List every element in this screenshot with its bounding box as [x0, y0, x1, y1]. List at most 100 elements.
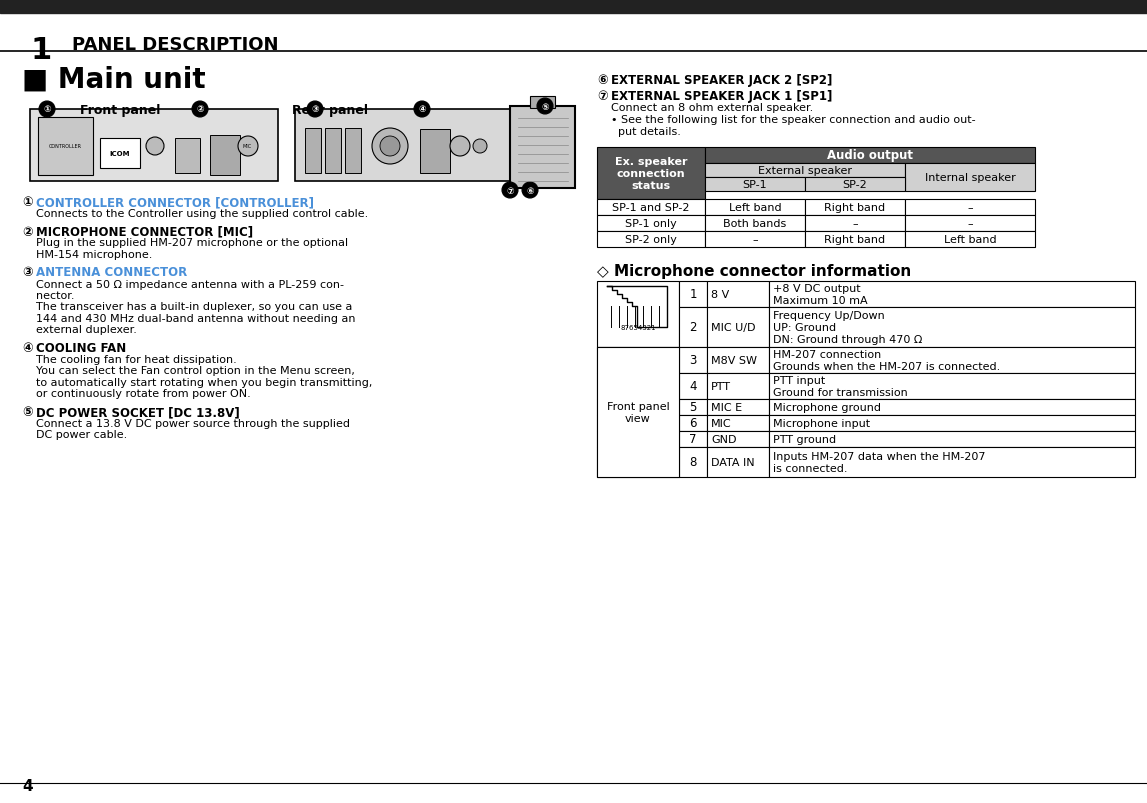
- Text: DATA IN: DATA IN: [711, 458, 755, 467]
- Text: DC POWER SOCKET [DC 13.8V]: DC POWER SOCKET [DC 13.8V]: [36, 406, 240, 418]
- Bar: [705, 216, 805, 232]
- Text: ICOM: ICOM: [110, 151, 131, 157]
- Text: Connect a 13.8 V DC power source through the supplied: Connect a 13.8 V DC power source through…: [36, 418, 350, 429]
- Circle shape: [502, 183, 518, 199]
- Bar: [905, 216, 1035, 232]
- Bar: [596, 216, 705, 232]
- Text: Both bands: Both bands: [724, 218, 787, 229]
- Text: Internal speaker: Internal speaker: [924, 173, 1015, 183]
- Bar: [679, 308, 707, 348]
- Text: EXTERNAL SPEAKER JACK 2 [SP2]: EXTERNAL SPEAKER JACK 2 [SP2]: [611, 74, 833, 87]
- Text: –: –: [967, 218, 973, 229]
- Bar: [707, 373, 768, 400]
- Text: Frequency Up/Down
UP: Ground
DN: Ground through 470 Ω: Frequency Up/Down UP: Ground DN: Ground …: [773, 311, 922, 344]
- Text: CONTROLLER: CONTROLLER: [48, 145, 81, 149]
- Text: Rear panel: Rear panel: [292, 104, 368, 117]
- Bar: [768, 431, 1136, 447]
- Bar: [707, 431, 768, 447]
- Text: Audio output: Audio output: [827, 149, 913, 162]
- Text: ②: ②: [196, 105, 204, 114]
- Bar: [905, 232, 1035, 247]
- Bar: [768, 447, 1136, 478]
- Text: Plug in the supplied HM-207 microphone or the optional: Plug in the supplied HM-207 microphone o…: [36, 238, 349, 248]
- Circle shape: [146, 138, 164, 156]
- Bar: [596, 232, 705, 247]
- Text: Front panel
view: Front panel view: [607, 402, 670, 423]
- Bar: [905, 164, 1035, 192]
- Text: ④: ④: [419, 105, 426, 114]
- Text: MIC: MIC: [242, 145, 251, 149]
- Text: ■ Main unit: ■ Main unit: [22, 66, 205, 94]
- Text: External speaker: External speaker: [758, 165, 852, 176]
- Text: MIC E: MIC E: [711, 402, 742, 413]
- Bar: [305, 128, 321, 173]
- Text: You can select the Fan control option in the Menu screen,: You can select the Fan control option in…: [36, 366, 354, 376]
- Bar: [596, 373, 679, 400]
- Bar: [596, 400, 679, 415]
- Bar: [805, 200, 905, 216]
- Text: SP-1 only: SP-1 only: [625, 218, 677, 229]
- Text: COOLING FAN: COOLING FAN: [36, 341, 126, 355]
- Text: Left band: Left band: [728, 202, 781, 213]
- Text: ◇ Microphone connector information: ◇ Microphone connector information: [596, 263, 911, 279]
- Circle shape: [414, 102, 430, 118]
- Text: PANEL DESCRIPTION: PANEL DESCRIPTION: [72, 36, 279, 54]
- Text: external duplexer.: external duplexer.: [36, 325, 136, 335]
- Text: MIC U/D: MIC U/D: [711, 323, 756, 332]
- Circle shape: [192, 102, 208, 118]
- Bar: [679, 400, 707, 415]
- Text: EXTERNAL SPEAKER JACK 1 [SP1]: EXTERNAL SPEAKER JACK 1 [SP1]: [611, 90, 833, 103]
- Bar: [0, 0, 1147, 14]
- Text: ⑦: ⑦: [596, 90, 608, 103]
- Bar: [768, 400, 1136, 415]
- Bar: [679, 282, 707, 308]
- Text: SP-1: SP-1: [743, 180, 767, 190]
- Text: ⑤: ⑤: [22, 406, 32, 418]
- Text: DC power cable.: DC power cable.: [36, 430, 127, 440]
- Circle shape: [537, 99, 553, 115]
- Text: +8 V DC output
Maximum 10 mA: +8 V DC output Maximum 10 mA: [773, 283, 867, 305]
- Text: M8V SW: M8V SW: [711, 356, 757, 365]
- Text: Connect an 8 ohm external speaker.: Connect an 8 ohm external speaker.: [611, 103, 813, 113]
- Text: • See the following list for the speaker connection and audio out-: • See the following list for the speaker…: [611, 115, 976, 124]
- Text: –: –: [752, 234, 758, 245]
- Text: 3: 3: [689, 354, 696, 367]
- Bar: [707, 415, 768, 431]
- Text: 8 V: 8 V: [711, 290, 729, 300]
- Bar: [175, 139, 200, 173]
- Text: SP-2 only: SP-2 only: [625, 234, 677, 245]
- Text: PTT input
Ground for transmission: PTT input Ground for transmission: [773, 376, 907, 397]
- Circle shape: [450, 137, 470, 157]
- Text: Front panel: Front panel: [80, 104, 161, 117]
- Text: MIC: MIC: [711, 418, 732, 429]
- Text: 8: 8: [689, 456, 696, 469]
- Bar: [768, 373, 1136, 400]
- Bar: [38, 118, 93, 176]
- Text: 6: 6: [689, 417, 696, 430]
- Bar: [705, 148, 1035, 164]
- Bar: [705, 177, 805, 192]
- Text: ③: ③: [311, 105, 319, 114]
- Bar: [705, 164, 905, 177]
- Text: Right band: Right band: [825, 202, 885, 213]
- Bar: [596, 348, 679, 373]
- Text: MICROPHONE CONNECTOR [MIC]: MICROPHONE CONNECTOR [MIC]: [36, 225, 253, 238]
- Text: 7: 7: [689, 433, 696, 446]
- Bar: [679, 373, 707, 400]
- Text: ③: ③: [22, 266, 32, 279]
- Circle shape: [307, 102, 323, 118]
- Bar: [596, 282, 679, 348]
- Bar: [530, 97, 555, 109]
- Text: The cooling fan for heat dissipation.: The cooling fan for heat dissipation.: [36, 355, 236, 365]
- Bar: [679, 348, 707, 373]
- Bar: [805, 177, 905, 192]
- Bar: [210, 136, 240, 176]
- Text: ④: ④: [22, 341, 32, 355]
- Circle shape: [39, 102, 55, 118]
- Text: Microphone input: Microphone input: [773, 418, 871, 429]
- Bar: [325, 128, 341, 173]
- Text: Inputs HM-207 data when the HM-207
is connected.: Inputs HM-207 data when the HM-207 is co…: [773, 451, 985, 473]
- Text: GND: GND: [711, 434, 736, 444]
- Bar: [707, 282, 768, 308]
- Bar: [596, 447, 679, 478]
